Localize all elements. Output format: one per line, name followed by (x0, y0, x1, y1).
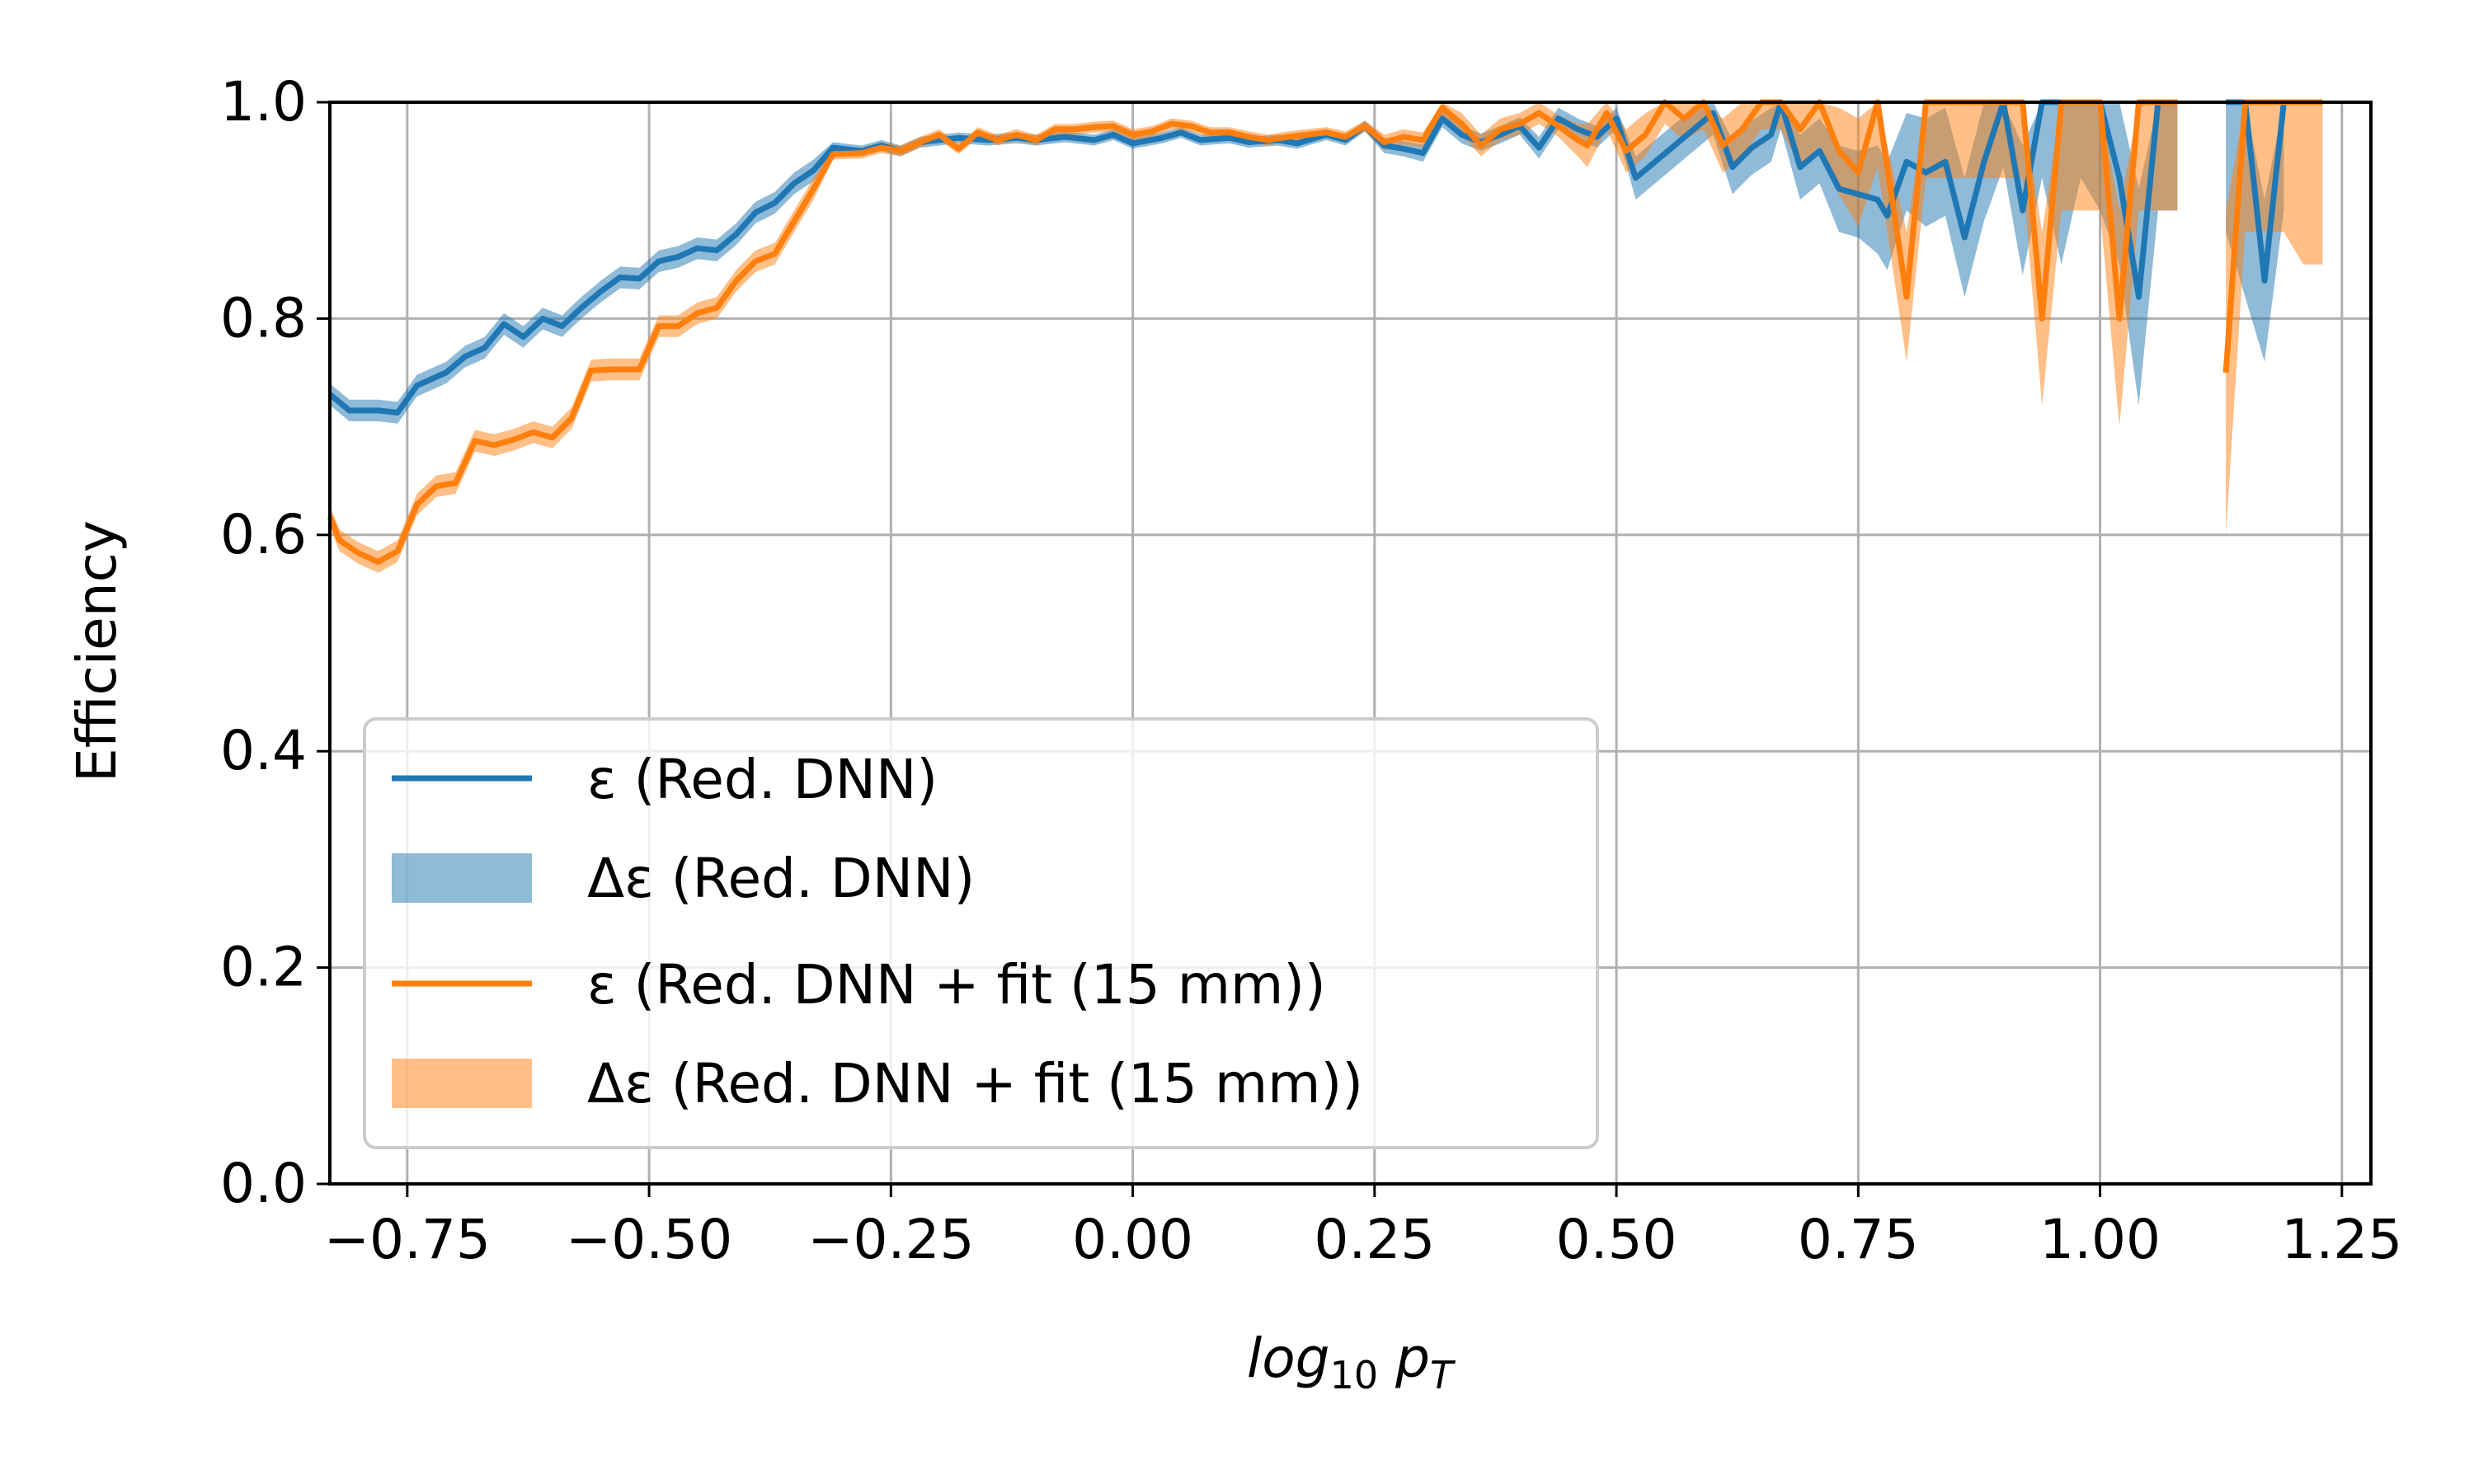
y-tick-label: 0.6 (220, 503, 307, 566)
x-tick-label: 0.50 (1556, 1208, 1677, 1271)
y-axis-label: Efficiency (65, 520, 129, 782)
x-tick-label: 0.00 (1072, 1208, 1193, 1271)
x-tick-label: 0.25 (1314, 1208, 1435, 1271)
legend-label-delta-epsilon-red-dnn-fit: Δε (Red. DNN + fit (15 mm)) (587, 1052, 1363, 1115)
legend-swatch-band-blue (392, 853, 532, 903)
x-axis-label: log10 pT (1247, 1327, 1456, 1397)
y-tick-label: 0.4 (220, 719, 307, 782)
x-tick-label: −0.50 (566, 1208, 732, 1271)
legend-label-epsilon-red-dnn: ε (Red. DNN) (587, 748, 938, 811)
x-tick-label: −0.75 (324, 1208, 491, 1271)
legend-box (363, 717, 1599, 1149)
y-tick-label: 0.8 (220, 286, 307, 350)
x-tick-label: 0.75 (1798, 1208, 1919, 1271)
legend-label-epsilon-red-dnn-fit: ε (Red. DNN + fit (15 mm)) (587, 953, 1326, 1017)
y-tick-label: 1.0 (220, 70, 307, 134)
legend-swatch-band-orange (392, 1059, 532, 1108)
y-tick-label: 0.0 (220, 1152, 307, 1215)
band-series-1 (2226, 102, 2323, 535)
y-tick-label: 0.2 (220, 936, 307, 999)
x-tick-label: 1.25 (2281, 1208, 2402, 1271)
line-series-1 (327, 99, 2178, 566)
axis-ticks: −0.75 −0.50 −0.25 0.00 0.25 0.50 0.75 1.00 1.25 0… (220, 70, 2402, 1271)
legend-label-delta-epsilon-red-dnn: Δε (Red. DNN) (587, 847, 975, 910)
x-tick-label: 1.00 (2039, 1208, 2161, 1271)
legend: ε (Red. DNN) Δε (Red. DNN) ε (Red. DNN +… (363, 717, 1599, 1149)
line-series-0 (327, 99, 2178, 416)
x-tick-label: −0.25 (807, 1208, 974, 1271)
plot-frame (328, 101, 2373, 1186)
